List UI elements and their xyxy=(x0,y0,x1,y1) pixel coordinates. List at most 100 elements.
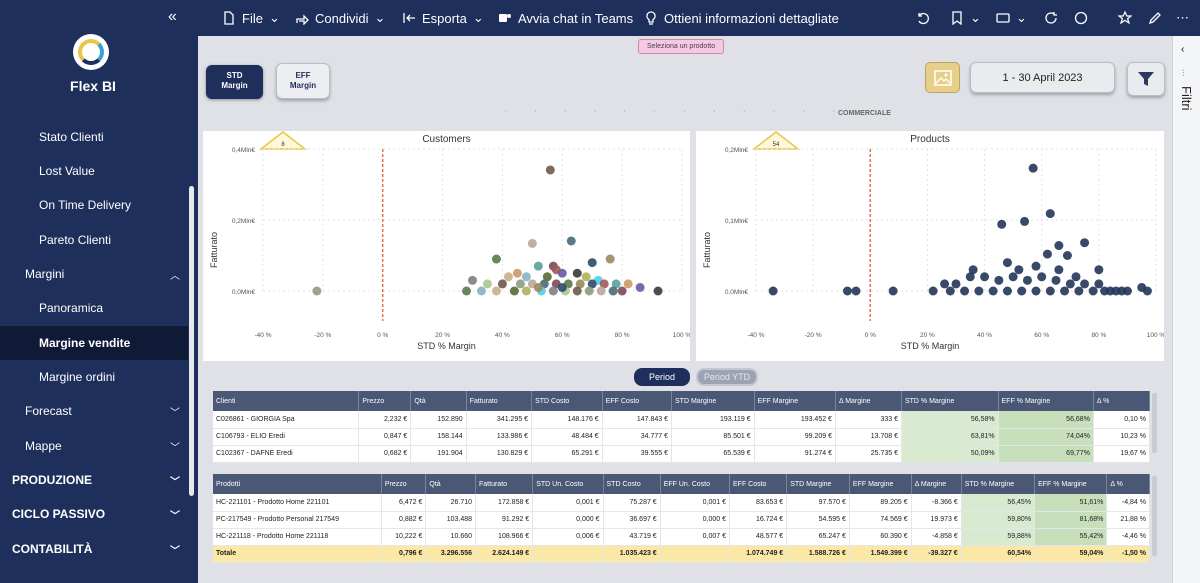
column-header[interactable]: Prodotti xyxy=(213,474,382,494)
table-row[interactable]: C102367 - DAFNE Eredi 0,682 €191.904 130.8… xyxy=(213,445,1151,463)
export-menu[interactable]: Esporta ⌄ xyxy=(402,0,484,36)
share-menu[interactable]: Condividi ⌄ xyxy=(295,0,385,36)
nav-label: CICLO PASSIVO xyxy=(12,507,106,521)
data-point xyxy=(575,279,585,289)
comment-button[interactable] xyxy=(1074,0,1088,36)
nav-margini[interactable]: Margini ︿ xyxy=(0,257,188,291)
teams-chat-button[interactable]: Avvia chat in Teams xyxy=(498,0,633,36)
insights-button[interactable]: Ottieni informazioni dettagliate xyxy=(644,0,839,36)
std-margin-button[interactable]: STD Margin xyxy=(206,65,263,99)
data-point xyxy=(1042,249,1052,259)
column-header[interactable]: Clienti xyxy=(213,391,360,411)
table-row[interactable]: HC-221101 - Prodotto Home 221101 6,472 €2… xyxy=(213,494,1150,512)
column-header[interactable]: STD Costo xyxy=(603,474,661,494)
column-header[interactable]: STD Costo xyxy=(531,391,603,411)
nav-label: CONTABILITÀ xyxy=(12,542,93,556)
data-point xyxy=(1028,163,1038,173)
collapse-sidebar-icon[interactable]: « xyxy=(168,8,177,25)
nav-panoramica[interactable]: Panoramica xyxy=(0,291,188,325)
file-menu[interactable]: File ⌄ xyxy=(222,0,280,36)
favorite-button[interactable] xyxy=(1118,0,1132,36)
period-ytd-toggle[interactable]: Period YTD xyxy=(696,368,758,386)
column-header[interactable]: Δ % xyxy=(1093,391,1151,411)
x-tick-label: 0 % xyxy=(865,332,876,339)
more-button[interactable]: ⋯ xyxy=(1176,0,1189,36)
column-header[interactable]: Qtà xyxy=(425,474,477,494)
nav-forecast[interactable]: Forecast ﹀ xyxy=(0,394,188,428)
column-header[interactable]: Δ % xyxy=(1106,474,1150,494)
column-header[interactable]: EFF % Margine xyxy=(998,391,1094,411)
nav-pareto-clienti[interactable]: Pareto Clienti xyxy=(0,223,188,257)
tables-panel: Period Period YTD Clienti Prezzo Qtà Fattur… xyxy=(204,364,1162,569)
nav-label: Margine ordini xyxy=(39,370,116,384)
column-header[interactable]: Δ Margine xyxy=(911,474,962,494)
nav-ciclo-passivo[interactable]: CICLO PASSIVO ﹀ xyxy=(0,497,188,531)
column-header[interactable]: EFF Margine xyxy=(754,391,836,411)
clienti-scrollbar[interactable] xyxy=(1152,393,1157,453)
table-row[interactable]: PC-217549 - Prodotto Personal 217549 0,88… xyxy=(213,511,1150,529)
total-cell: 1.074.749 € xyxy=(729,544,788,563)
column-header[interactable]: EFF % Margine xyxy=(1034,474,1108,494)
sidebar-scrollbar[interactable] xyxy=(189,186,194,496)
table-row[interactable]: C106793 - ELIO Eredi 0,847 €158.144 133.98… xyxy=(213,428,1151,446)
reset-button[interactable] xyxy=(916,0,930,36)
x-tick-label: 80 % xyxy=(1091,332,1106,339)
customers-chart[interactable]: Customers 8 0,0Mln€ 0,2Mln€ 0,4Mln€ -40 % -20 … xyxy=(203,131,690,361)
column-header[interactable]: STD Un. Costo xyxy=(532,474,604,494)
data-point xyxy=(584,286,594,296)
total-cell: 60,54% xyxy=(961,544,1036,563)
table-row[interactable]: C026861 - GIORGIA Spa 2,232 €152.890 341.2… xyxy=(213,411,1151,429)
chevron-down-icon: ﹀ xyxy=(170,442,180,454)
table-cell: 2,232 € xyxy=(358,411,412,429)
column-header[interactable]: EFF Un. Costo xyxy=(660,474,731,494)
table-cell: 74.569 € xyxy=(849,511,912,529)
data-point xyxy=(1094,279,1104,289)
column-header[interactable]: STD Margine xyxy=(671,391,755,411)
data-point xyxy=(599,279,609,289)
file-icon xyxy=(224,11,234,25)
nav-stato-clienti[interactable]: Stato Clienti xyxy=(0,120,188,154)
nav-contabilita[interactable]: CONTABILITÀ ﹀ xyxy=(0,532,188,566)
column-header[interactable]: Fatturato xyxy=(466,391,533,411)
column-header[interactable]: EFF Costo xyxy=(729,474,788,494)
filters-pane[interactable]: ‹ ⫶ Filtri xyxy=(1172,36,1200,583)
column-header[interactable]: Prezzo xyxy=(381,474,427,494)
column-header[interactable]: STD % Margine xyxy=(961,474,1036,494)
products-scatter[interactable]: Products 54 0,0Mln€ 0,1Mln€ 0,2Mln€ -40 % -20 … xyxy=(696,131,1164,361)
column-header[interactable]: STD Margine xyxy=(786,474,850,494)
nav-lost-value[interactable]: Lost Value xyxy=(0,154,188,188)
customers-scatter[interactable]: Customers 8 0,0Mln€ 0,2Mln€ 0,4Mln€ -40 % -20 … xyxy=(203,131,690,361)
nav-margine-vendite[interactable]: Margine vendite xyxy=(0,326,188,360)
table-cell: 59,80% xyxy=(961,511,1036,529)
period-toggle[interactable]: Period xyxy=(634,368,690,386)
refresh-button[interactable] xyxy=(1044,0,1058,36)
table-cell: -4,84 % xyxy=(1106,494,1150,512)
table-cell: 0,882 € xyxy=(381,511,427,529)
chevron-left-icon[interactable]: ‹ xyxy=(1181,44,1185,55)
eff-margin-button[interactable]: EFF Margin xyxy=(276,63,330,99)
filter-button[interactable] xyxy=(1127,62,1165,96)
nav-on-time-delivery[interactable]: On Time Delivery xyxy=(0,188,188,222)
table-row[interactable]: HC-221118 - Prodotto Home 221118 10,222 €… xyxy=(213,528,1150,546)
column-header[interactable]: Qtà xyxy=(410,391,467,411)
nav-margine-ordini[interactable]: Margine ordini xyxy=(0,360,188,394)
data-point xyxy=(503,272,513,282)
column-header[interactable]: Δ Margine xyxy=(835,391,902,411)
column-header[interactable]: Fatturato xyxy=(475,474,534,494)
table-cell: PC-217549 - Prodotto Personal 217549 xyxy=(213,511,382,529)
column-header[interactable]: EFF Costo xyxy=(602,391,673,411)
data-point xyxy=(521,286,531,296)
nav-mappe[interactable]: Mappe ﹀ xyxy=(0,429,188,463)
column-header[interactable]: Prezzo xyxy=(358,391,412,411)
prodotti-scrollbar[interactable] xyxy=(1152,476,1157,556)
column-header[interactable]: EFF Margine xyxy=(849,474,912,494)
bookmark-button[interactable]: ⌄ xyxy=(950,0,981,36)
view-button[interactable]: ⌄ xyxy=(996,0,1027,36)
image-button[interactable] xyxy=(925,62,960,93)
edit-button[interactable] xyxy=(1148,0,1162,36)
total-cell: 1.549.399 € xyxy=(849,544,912,563)
date-range-button[interactable]: 1 - 30 April 2023 xyxy=(970,62,1115,93)
column-header[interactable]: STD % Margine xyxy=(901,391,999,411)
nav-produzione[interactable]: PRODUZIONE ﹀ xyxy=(0,463,188,497)
products-chart[interactable]: Products 54 0,0Mln€ 0,1Mln€ 0,2Mln€ -40 % -20 … xyxy=(696,131,1164,361)
